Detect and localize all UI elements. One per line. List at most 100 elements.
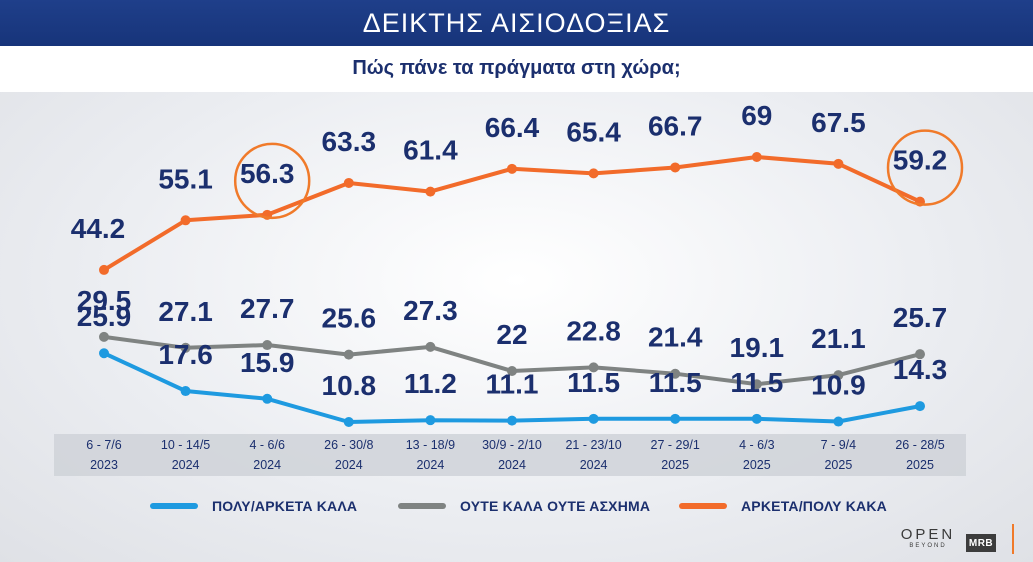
- data-label-positive: 11.2: [404, 368, 457, 399]
- data-point-positive: [99, 348, 109, 359]
- x-tick-year: 2025: [661, 458, 689, 472]
- data-label-negative: 63.3: [322, 126, 377, 157]
- data-point-neutral: [915, 349, 925, 360]
- data-point-positive: [507, 415, 517, 426]
- data-point-positive: [343, 417, 354, 427]
- data-label-negative: 66.7: [648, 110, 703, 141]
- legend-label-neutral: ΟΥΤΕ ΚΑΛΑ ΟΥΤΕ ΑΣΧΗΜΑ: [460, 498, 651, 514]
- data-point-negative: [507, 163, 517, 174]
- x-tick-year: 2024: [253, 458, 281, 472]
- data-label-neutral: 21.4: [648, 322, 703, 353]
- data-label-neutral: 19.1: [730, 332, 785, 363]
- x-tick-year: 2024: [580, 458, 608, 472]
- data-point-negative: [670, 162, 681, 173]
- x-tick-dates: 7 - 9/4: [821, 438, 856, 452]
- logo-accent-line: [1012, 524, 1014, 554]
- open-beyond-logo: OPEN BEYOND: [895, 527, 961, 550]
- data-point-negative: [343, 177, 354, 188]
- data-label-neutral: 27.3: [403, 295, 458, 326]
- x-tick-year: 2025: [743, 458, 771, 472]
- data-label-positive: 11.5: [649, 367, 702, 398]
- x-tick-dates: 21 - 23/10: [565, 438, 621, 452]
- data-label-positive: 25.9: [77, 301, 132, 332]
- series-line-negative: [102, 155, 922, 272]
- legend-label-negative: ΑΡΚΕΤΑ/ΠΟΛΥ ΚΑΚΑ: [741, 498, 887, 514]
- x-tick-dates: 26 - 30/8: [324, 438, 373, 452]
- data-label-negative: 59.2: [893, 145, 948, 176]
- data-label-neutral: 21.1: [811, 323, 866, 354]
- x-tick-dates: 27 - 29/1: [651, 438, 700, 452]
- data-point-negative: [99, 264, 109, 275]
- chart-subtitle: Πώς πάνε τα πράγματα στη χώρα;: [352, 56, 681, 79]
- mrb-logo: MRB: [966, 534, 996, 552]
- data-label-neutral: 27.7: [240, 293, 295, 324]
- data-point-positive: [180, 386, 191, 397]
- data-label-positive: 15.9: [240, 347, 295, 378]
- x-tick-year: 2024: [416, 458, 444, 472]
- data-point-positive: [262, 393, 273, 404]
- data-point-negative: [425, 186, 436, 197]
- legend-swatch-positive: [150, 503, 198, 509]
- data-point-neutral: [425, 341, 436, 352]
- x-tick-year: 2024: [335, 458, 363, 472]
- data-point-negative: [751, 152, 762, 162]
- page-title: ΔΕΙΚΤΗΣ ΑΙΣΙΟΔΟΞΙΑΣ: [362, 7, 671, 38]
- data-label-positive: 11.1: [486, 369, 539, 400]
- x-tick-dates: 30/9 - 2/10: [482, 438, 542, 452]
- x-tick-dates: 4 - 6/6: [249, 438, 284, 452]
- legend-swatch-neutral: [398, 503, 446, 509]
- data-label-neutral: 22.8: [566, 315, 621, 346]
- data-label-negative: 65.4: [566, 116, 621, 147]
- data-label-positive: 17.6: [158, 339, 213, 370]
- data-label-neutral: 25.7: [893, 302, 948, 333]
- data-point-neutral: [751, 379, 762, 390]
- legend-item-negative: ΑΡΚΕΤΑ/ΠΟΛΥ ΚΑΚΑ: [679, 498, 887, 514]
- x-tick-dates: 26 - 28/5: [895, 438, 944, 452]
- data-point-neutral: [262, 340, 273, 351]
- data-label-positive: 10.9: [811, 370, 866, 401]
- data-point-positive: [425, 415, 436, 426]
- data-point-positive: [670, 413, 681, 424]
- chart-legend: ΠΟΛΥ/ΑΡΚΕΤΑ ΚΑΛΑ ΟΥΤΕ ΚΑΛΑ ΟΥΤΕ ΑΣΧΗΜΑ Α…: [0, 498, 1033, 520]
- data-point-neutral: [670, 368, 681, 379]
- data-label-neutral: 29.5: [77, 285, 132, 316]
- data-point-negative: [588, 168, 599, 179]
- data-point-neutral: [99, 331, 109, 342]
- highlight-circle: [233, 142, 311, 220]
- data-label-positive: 14.3: [893, 354, 948, 385]
- data-point-positive: [915, 401, 925, 412]
- data-label-neutral: 25.6: [322, 303, 377, 334]
- data-label-negative: 44.2: [71, 213, 126, 244]
- open-logo-subtext: BEYOND: [909, 543, 947, 549]
- data-label-positive: 10.8: [322, 370, 377, 401]
- data-point-neutral: [588, 362, 599, 373]
- x-tick-year: 2024: [172, 458, 200, 472]
- data-label-neutral: 22: [496, 319, 527, 350]
- data-label-positive: 11.5: [567, 367, 620, 398]
- title-bar: ΔΕΙΚΤΗΣ ΑΙΣΙΟΔΟΞΙΑΣ: [0, 0, 1033, 46]
- data-point-neutral: [833, 370, 844, 381]
- x-tick-dates: 4 - 6/3: [739, 438, 774, 452]
- legend-item-positive: ΠΟΛΥ/ΑΡΚΕΤΑ ΚΑΛΑ: [150, 498, 357, 514]
- legend-swatch-negative: [679, 503, 727, 509]
- legend-item-neutral: ΟΥΤΕ ΚΑΛΑ ΟΥΤΕ ΑΣΧΗΜΑ: [398, 498, 650, 514]
- data-point-negative: [180, 215, 191, 226]
- data-label-negative: 56.3: [240, 158, 295, 189]
- x-tick-dates: 10 - 14/5: [161, 438, 210, 452]
- data-label-negative: 67.5: [811, 107, 866, 138]
- data-point-neutral: [180, 342, 191, 353]
- highlight-circle: [886, 129, 964, 206]
- x-tick-year: 2025: [906, 458, 934, 472]
- data-point-neutral: [343, 349, 354, 360]
- open-logo-text: OPEN: [900, 526, 956, 543]
- data-point-neutral: [507, 366, 517, 377]
- x-tick-dates: 6 - 7/6: [86, 438, 121, 452]
- data-label-positive: 11.5: [730, 367, 783, 398]
- x-tick-dates: 13 - 18/9: [406, 438, 455, 452]
- data-label-negative: 66.4: [485, 112, 540, 143]
- subtitle-bar: Πώς πάνε τα πράγματα στη χώρα;: [0, 46, 1033, 92]
- legend-label-positive: ΠΟΛΥ/ΑΡΚΕΤΑ ΚΑΛΑ: [212, 498, 358, 514]
- data-label-negative: 55.1: [158, 163, 213, 194]
- data-point-positive: [751, 413, 762, 424]
